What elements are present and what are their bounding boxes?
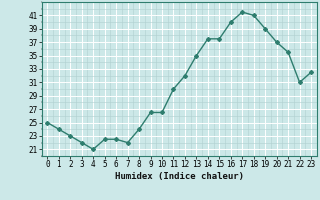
X-axis label: Humidex (Indice chaleur): Humidex (Indice chaleur) <box>115 172 244 181</box>
